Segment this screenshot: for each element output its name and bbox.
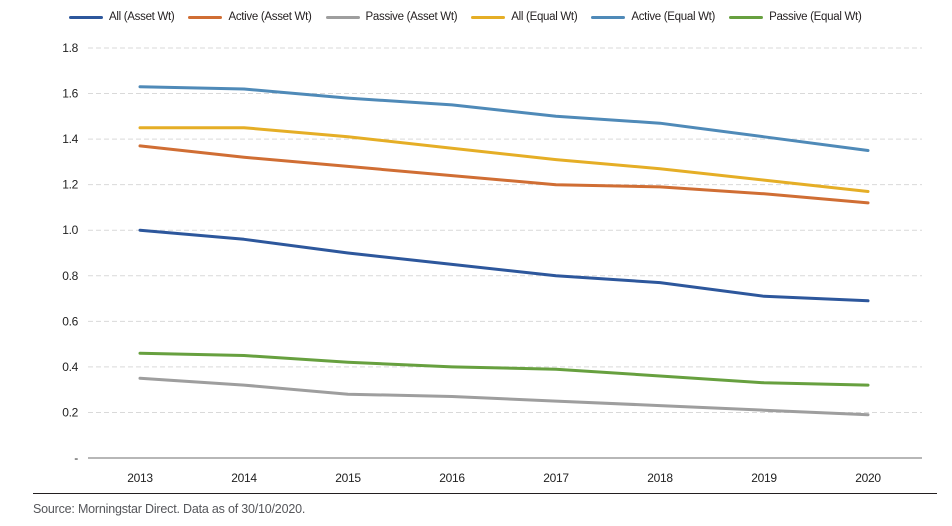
- series-line-passive-equal-wt-: [138, 351, 870, 387]
- legend-item-all-equal-wt-: All (Equal Wt): [471, 11, 578, 23]
- legend-item-passive-equal-wt-: Passive (Equal Wt): [729, 11, 862, 23]
- legend-item-all-asset-wt-: All (Asset Wt): [69, 11, 175, 23]
- x-axis-tick: 2018: [647, 471, 673, 485]
- series-line-active-asset-wt-: [138, 144, 870, 205]
- legend-swatch-icon: [325, 15, 360, 19]
- y-axis-tick: 1.4: [62, 132, 78, 146]
- legend-item-active-equal-wt-: Active (Equal Wt): [591, 11, 715, 23]
- series-line-all-asset-wt-: [138, 228, 870, 303]
- legend-label: Active (Equal Wt): [631, 11, 716, 23]
- series-line-passive-asset-wt-: [138, 376, 870, 417]
- x-axis-tick: 2015: [335, 471, 361, 485]
- series-line-active-equal-wt-: [138, 85, 870, 152]
- y-axis-tick: 0.2: [62, 405, 78, 419]
- legend-item-active-asset-wt-: Active (Asset Wt): [188, 11, 312, 23]
- x-axis-tick: 2020: [855, 471, 881, 485]
- legend-swatch-icon: [69, 15, 103, 19]
- footer-divider: [33, 493, 937, 494]
- legend-swatch-icon: [591, 15, 626, 19]
- chart-legend: All (Asset Wt) Active (Asset Wt) Passive (…: [69, 11, 942, 23]
- source-note: Source: Morningstar Direct. Data as of 3…: [33, 502, 306, 516]
- x-axis-tick: 2016: [439, 471, 465, 485]
- y-axis-tick: 1.2: [62, 178, 78, 192]
- legend-label: Active (Asset Wt): [228, 11, 312, 23]
- legend-label: All (Equal Wt): [511, 11, 578, 23]
- x-axis-tick: 2019: [751, 471, 777, 485]
- legend-label: All (Asset Wt): [109, 11, 175, 23]
- y-axis-tick: 1.6: [62, 87, 78, 101]
- y-axis-tick: 0.4: [62, 360, 78, 374]
- legend-label: Passive (Asset Wt): [365, 11, 458, 23]
- y-axis-tick: 1.0: [62, 223, 78, 237]
- chart-svg: 1.8 1.6 1.4 1.2 1.0 0.8 0.6 0.4 0.2 - 2013 2014 2015…: [62, 41, 922, 485]
- legend-swatch-icon: [729, 15, 764, 19]
- y-axis-tick: 0.8: [62, 269, 78, 283]
- x-axis-tick: 2014: [231, 471, 257, 485]
- y-axis-tick: -: [74, 451, 78, 465]
- legend-swatch-icon: [471, 15, 506, 19]
- x-axis-tick: 2017: [543, 471, 569, 485]
- y-axis-tick: 0.6: [62, 314, 78, 328]
- y-axis-tick: 1.8: [62, 41, 78, 55]
- x-axis-tick: 2013: [127, 471, 153, 485]
- series-line-all-equal-wt-: [138, 126, 870, 193]
- legend-label: Passive (Equal Wt): [769, 11, 862, 23]
- legend-item-passive-asset-wt-: Passive (Asset Wt): [325, 11, 458, 23]
- legend-swatch-icon: [188, 15, 223, 19]
